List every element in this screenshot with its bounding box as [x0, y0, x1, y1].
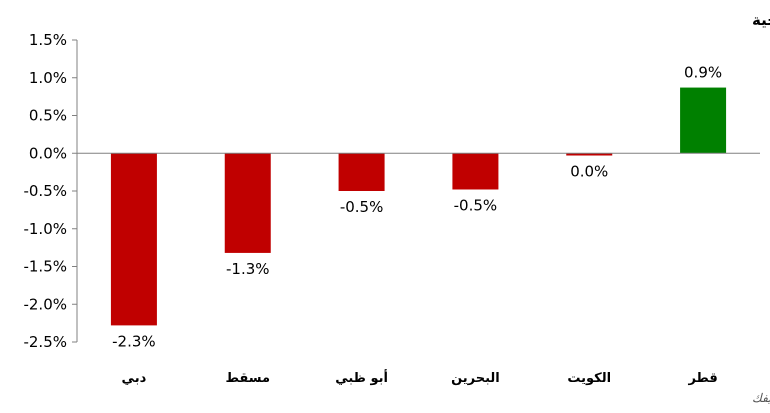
- category-label: مسقط: [225, 371, 270, 386]
- y-axis: 1.5% 1.0% 0.5% 0.0% -0.5% -1.0% -1.5% -2.0% -2.5…: [23, 31, 78, 351]
- data-labels-group: -2.3% -1.3% -0.5% -0.5% 0.0% 0.9%: [112, 64, 722, 351]
- data-label: -1.3%: [226, 260, 270, 278]
- category-label: البحرين: [451, 371, 500, 386]
- category-label: أبو ظبي: [335, 369, 388, 386]
- chart-title: التغير الأسبوعي لمؤشرات أسواق الأسهم الخ…: [752, 10, 770, 29]
- y-tick-label: 0.0%: [29, 144, 67, 162]
- source-note: المصدر: إدارة البحوث - كميفك: [752, 391, 770, 405]
- y-tick-label: -1.5%: [23, 258, 67, 276]
- bar: [452, 153, 499, 190]
- data-label: 0.9%: [684, 64, 722, 82]
- data-label: 0.0%: [570, 163, 608, 181]
- bar: [680, 87, 727, 154]
- data-label: -2.3%: [112, 332, 156, 350]
- y-tick-label: 1.0%: [29, 69, 67, 87]
- bar: [110, 153, 157, 326]
- y-tick-label: -2.5%: [23, 333, 67, 351]
- data-label: -0.5%: [340, 198, 384, 216]
- y-tick-label: -2.0%: [23, 295, 67, 313]
- bar: [338, 153, 385, 191]
- y-tick-label: -1.0%: [23, 220, 67, 238]
- y-tick-label: 0.5%: [29, 107, 67, 125]
- bar: [566, 153, 613, 156]
- data-label: -0.5%: [454, 196, 498, 214]
- category-label: دبي: [122, 371, 147, 386]
- y-tick-label: 1.5%: [29, 31, 67, 49]
- bar: [224, 153, 271, 253]
- category-label: الكويت: [567, 371, 611, 386]
- category-labels-group: دبي مسقط أبو ظبي البحرين الكويت قطر: [122, 369, 718, 386]
- y-tick-label: -0.5%: [23, 182, 67, 200]
- bars-group: [110, 87, 727, 326]
- category-label: قطر: [687, 371, 717, 386]
